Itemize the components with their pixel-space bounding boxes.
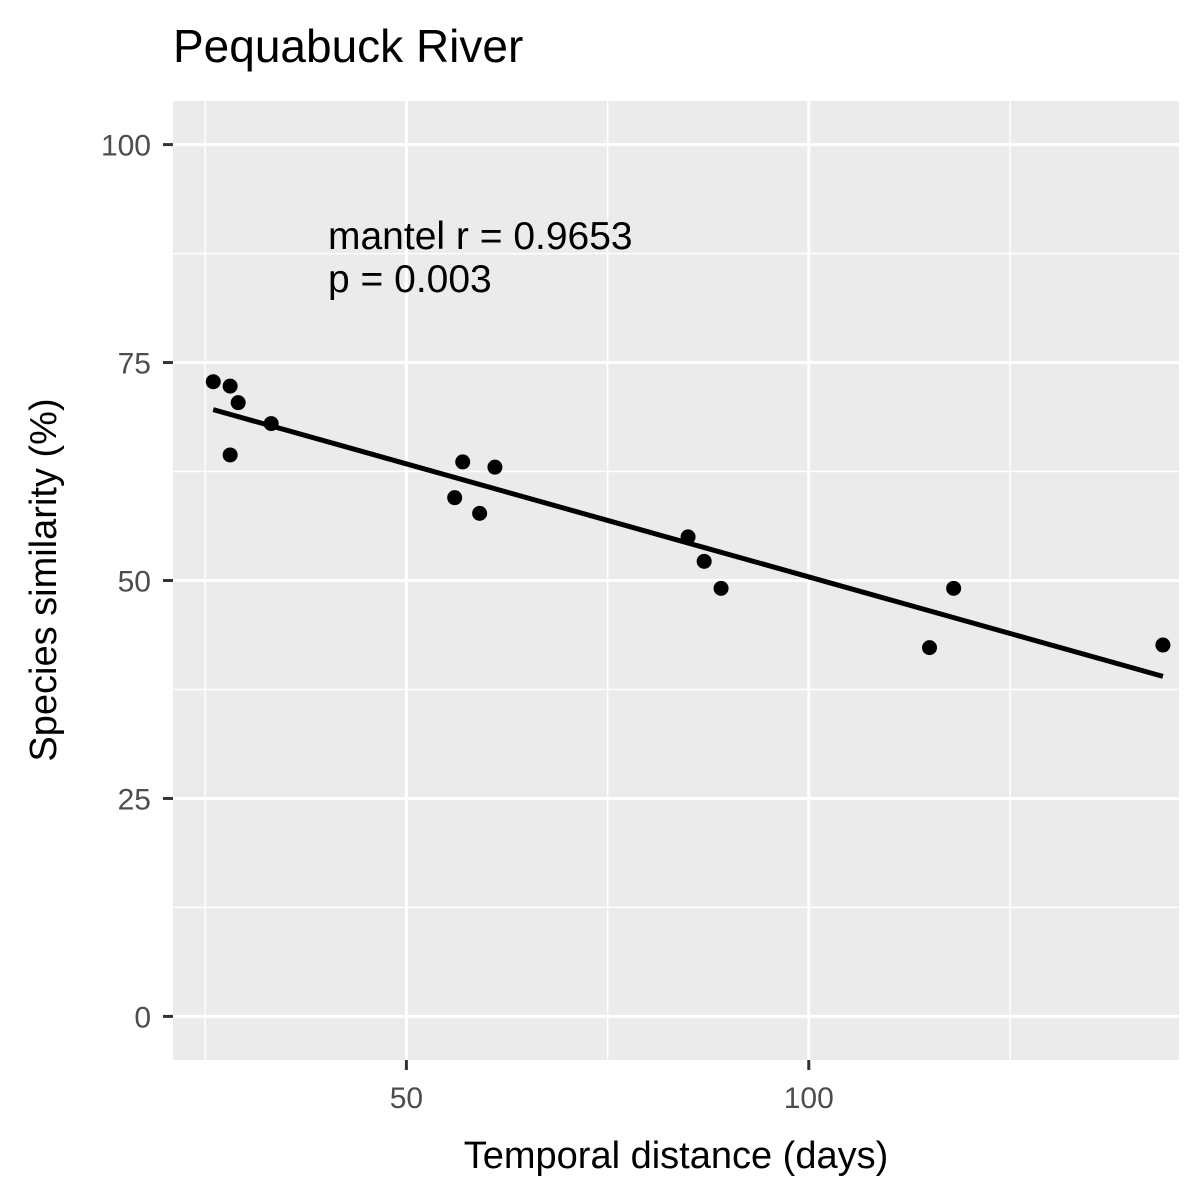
data-point — [713, 580, 729, 596]
data-point — [447, 490, 463, 506]
data-point — [946, 580, 962, 596]
data-point — [1155, 637, 1171, 653]
x-axis-title: Temporal distance (days) — [464, 1135, 889, 1177]
y-tick-label: 75 — [118, 348, 151, 381]
x-axis: 50 100 — [390, 1060, 834, 1115]
annotation-p-value: p = 0.003 — [328, 258, 492, 301]
data-point — [222, 378, 238, 394]
y-axis: 0 25 50 75 100 — [101, 130, 173, 1034]
data-point — [455, 454, 471, 470]
data-points — [205, 374, 1171, 656]
x-tick-label: 50 — [390, 1082, 423, 1115]
data-point — [230, 395, 246, 411]
data-point — [922, 640, 938, 656]
major-grid — [173, 101, 1179, 1060]
data-point — [696, 553, 712, 569]
data-point — [205, 374, 221, 390]
x-tick-label: 100 — [784, 1082, 834, 1115]
data-point — [222, 447, 238, 463]
y-axis-title: Species similarity (%) — [23, 398, 65, 761]
data-point — [472, 505, 488, 521]
data-point — [680, 529, 696, 545]
y-tick-label: 100 — [101, 130, 151, 163]
y-tick-label: 25 — [118, 783, 151, 816]
y-tick-label: 50 — [118, 566, 151, 599]
data-point — [487, 459, 503, 475]
data-point — [263, 416, 279, 432]
chart-title: Pequabuck River — [173, 20, 523, 72]
y-tick-label: 0 — [134, 1001, 151, 1034]
annotation-mantel-r: mantel r = 0.9653 — [328, 215, 633, 258]
